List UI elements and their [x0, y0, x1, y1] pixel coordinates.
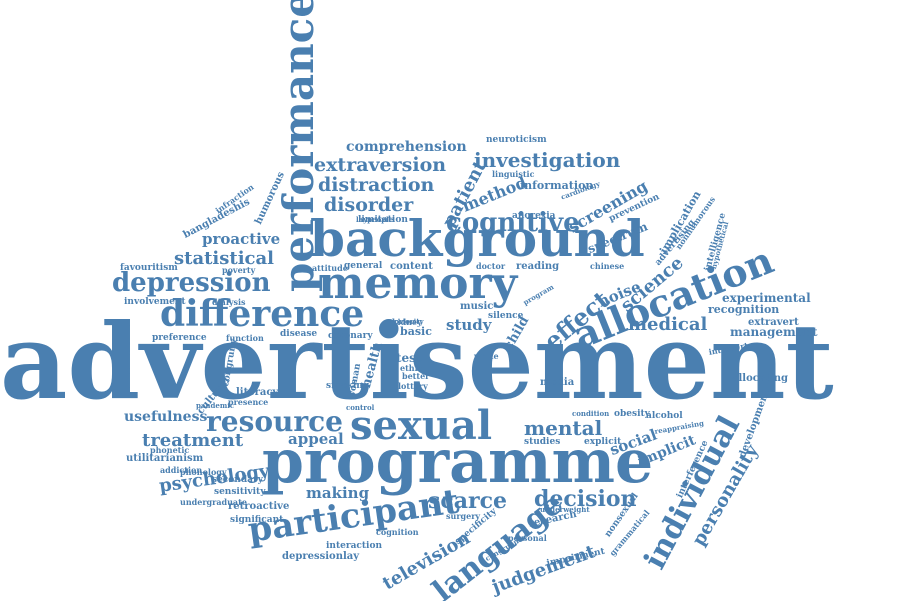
- word: extraversion: [314, 154, 447, 176]
- word: statistical: [174, 248, 275, 269]
- word: literacy: [236, 387, 279, 398]
- word: medical: [628, 314, 708, 335]
- word: limitation: [358, 215, 408, 225]
- word: smoking: [326, 381, 370, 391]
- word: pandemic: [196, 401, 235, 410]
- word: addiction: [160, 465, 203, 475]
- word: secondary: [212, 475, 263, 485]
- word: performance: [274, 0, 323, 292]
- word: test: [396, 351, 422, 365]
- word: cognition: [376, 527, 419, 537]
- word: background: [310, 209, 645, 268]
- word: resource: [206, 405, 343, 438]
- word: extravert: [748, 317, 799, 328]
- word: investigation: [474, 148, 621, 172]
- word: proactive: [202, 230, 281, 248]
- word: utilitarianism: [126, 453, 204, 464]
- word: lottery: [398, 381, 428, 391]
- word: content: [390, 261, 433, 272]
- word: kidney: [392, 317, 422, 327]
- word: disease: [280, 329, 318, 339]
- word: poverty: [222, 265, 256, 275]
- word: interaction: [326, 541, 383, 551]
- word: reading: [516, 261, 560, 272]
- word: ethic: [400, 363, 423, 373]
- word: sexual: [350, 402, 493, 449]
- word: information: [520, 179, 594, 192]
- word: media: [540, 377, 575, 388]
- word: making: [306, 484, 370, 502]
- word: programme: [262, 427, 654, 497]
- word: preference: [152, 333, 207, 343]
- word: anorexia: [512, 211, 556, 221]
- word: comprehension: [346, 139, 467, 155]
- word: decision: [534, 486, 637, 512]
- word: distraction: [318, 174, 435, 196]
- word: disorder: [324, 194, 414, 216]
- word: difference: [160, 293, 365, 335]
- word: undergraduate: [180, 497, 247, 507]
- word: advertisement: [0, 300, 834, 423]
- word: linguistic: [492, 169, 535, 179]
- word: general: [344, 261, 383, 271]
- word: underweight: [540, 505, 590, 514]
- word: experimental: [722, 291, 811, 305]
- word: control: [346, 403, 375, 412]
- word: memory: [318, 258, 518, 309]
- word: silence: [488, 311, 524, 321]
- word: white: [474, 351, 499, 361]
- word: allocating: [732, 373, 788, 384]
- word: significant: [230, 515, 284, 525]
- word: explicit: [584, 437, 622, 447]
- word: favouritism: [120, 263, 178, 273]
- word: involvement: [124, 297, 186, 307]
- word: chinese: [590, 261, 625, 271]
- word: neuroticism: [486, 135, 547, 145]
- word: phonology: [180, 467, 227, 477]
- word: scarce: [428, 488, 508, 514]
- word: better: [402, 371, 430, 381]
- word: music: [460, 301, 494, 312]
- word: doctor: [476, 261, 506, 271]
- word: surgery: [446, 511, 481, 521]
- word: alcohol: [646, 411, 683, 421]
- word: cognitive: [446, 208, 580, 238]
- word: depressionlay: [282, 551, 360, 562]
- word: recognition: [708, 303, 780, 316]
- word: condition: [572, 409, 610, 418]
- word: priority: [394, 317, 424, 326]
- word: obesity: [614, 409, 650, 419]
- word: personal: [508, 533, 547, 543]
- word: appeal: [288, 430, 344, 448]
- word: presence: [228, 397, 269, 407]
- word: function: [226, 333, 264, 343]
- word: basic: [400, 325, 432, 338]
- word: laypeople: [356, 215, 394, 224]
- word: management: [730, 325, 818, 339]
- word: dialysis: [212, 297, 246, 307]
- word: sensitivity: [214, 487, 266, 497]
- word: coronary: [328, 331, 373, 341]
- word: retroactive: [228, 501, 290, 512]
- word: study: [446, 316, 492, 334]
- word: studies: [524, 437, 561, 447]
- word: attitude: [312, 263, 348, 273]
- word: depression: [112, 268, 271, 298]
- word: treatment: [142, 430, 244, 451]
- word: mental: [524, 416, 603, 440]
- word: usefulness: [124, 409, 208, 425]
- word: phonetic: [150, 445, 190, 455]
